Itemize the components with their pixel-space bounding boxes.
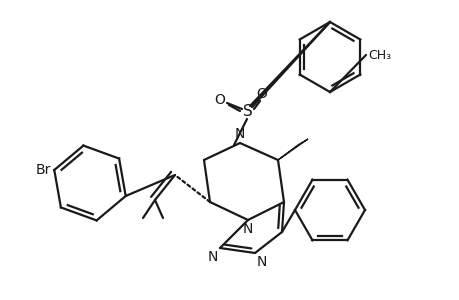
Text: N: N [242, 222, 252, 236]
Text: CH₃: CH₃ [367, 49, 390, 62]
Text: N: N [207, 250, 218, 264]
Text: S: S [243, 104, 252, 119]
Text: Br: Br [36, 163, 51, 177]
Text: O: O [256, 87, 267, 101]
Polygon shape [277, 139, 308, 160]
Text: O: O [214, 93, 225, 107]
Text: N: N [234, 127, 245, 141]
Text: N: N [257, 255, 267, 269]
